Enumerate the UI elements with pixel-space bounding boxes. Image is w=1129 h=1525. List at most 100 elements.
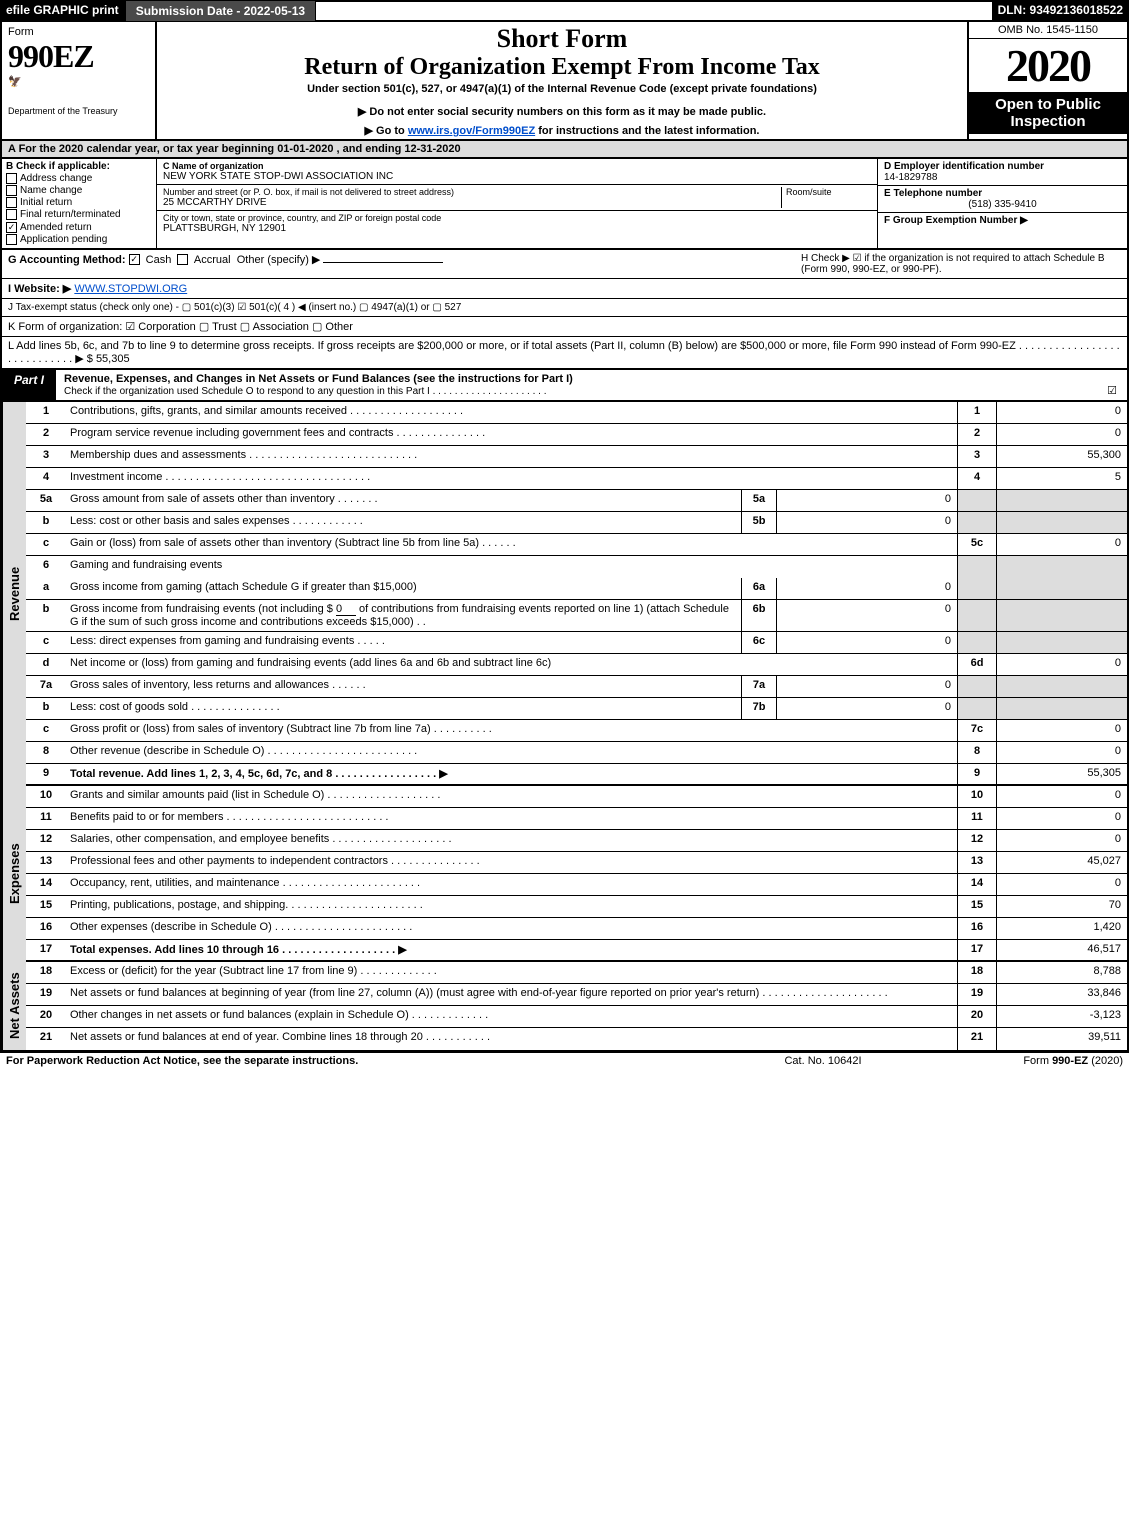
part1-label: Part I [2, 370, 56, 400]
row-4: 4Investment income . . . . . . . . . . .… [26, 468, 1127, 490]
row-19: 19Net assets or fund balances at beginni… [26, 984, 1127, 1006]
website-link[interactable]: WWW.STOPDWI.ORG [74, 283, 187, 295]
row-21: 21Net assets or fund balances at end of … [26, 1028, 1127, 1050]
chk-amended-return[interactable]: ✓Amended return [6, 222, 152, 233]
row-8: 8Other revenue (describe in Schedule O) … [26, 742, 1127, 764]
chk-accrual[interactable] [177, 254, 188, 265]
l-amount: 55,305 [96, 353, 130, 365]
street-label: Number and street (or P. O. box, if mail… [163, 187, 781, 197]
chk-cash[interactable]: ✓ [129, 254, 140, 265]
form-prefix: Form [8, 26, 149, 38]
footer-center: Cat. No. 10642I [723, 1055, 923, 1067]
city-cell: City or town, state or province, country… [157, 211, 877, 236]
row-12: 12Salaries, other compensation, and empl… [26, 830, 1127, 852]
row-5a: 5aGross amount from sale of assets other… [26, 490, 1127, 512]
row-6b: bGross income from fundraising events (n… [26, 600, 1127, 632]
header-left: Form 990EZ 🦅 Department of the Treasury [2, 22, 157, 139]
line-l: L Add lines 5b, 6c, and 7b to line 9 to … [0, 337, 1129, 370]
org-name-cell: C Name of organization NEW YORK STATE ST… [157, 159, 877, 185]
ein-cell: D Employer identification number 14-1829… [878, 159, 1127, 186]
row-9: 9Total revenue. Add lines 1, 2, 3, 4, 5c… [26, 764, 1127, 786]
d-label: D Employer identification number [884, 161, 1121, 172]
side-netassets: Net Assets [2, 962, 26, 1050]
row-2: 2Program service revenue including gover… [26, 424, 1127, 446]
phone-cell: E Telephone number (518) 335-9410 [878, 186, 1127, 213]
g-label: G Accounting Method: [8, 254, 126, 266]
line-h: H Check ▶ ☑ if the organization is not r… [801, 253, 1121, 275]
page-footer: For Paperwork Reduction Act Notice, see … [0, 1052, 1129, 1069]
c-label: C Name of organization [163, 161, 871, 171]
chk-initial-return[interactable]: Initial return [6, 197, 152, 208]
chk-final-return[interactable]: Final return/terminated [6, 209, 152, 220]
row-20: 20Other changes in net assets or fund ba… [26, 1006, 1127, 1028]
row-5c: cGain or (loss) from sale of assets othe… [26, 534, 1127, 556]
row-7b: bLess: cost of goods sold . . . . . . . … [26, 698, 1127, 720]
ssn-warning: ▶ Do not enter social security numbers o… [163, 105, 961, 118]
header-right: OMB No. 1545-1150 2020 Open to Public In… [967, 22, 1127, 139]
box-c: C Name of organization NEW YORK STATE ST… [157, 159, 877, 248]
row-11: 11Benefits paid to or for members . . . … [26, 808, 1127, 830]
short-form-title: Short Form [163, 24, 961, 54]
city-label: City or town, state or province, country… [163, 213, 871, 223]
line-g: G Accounting Method: ✓ Cash Accrual Othe… [8, 253, 801, 275]
part1-check[interactable]: ☑ [1097, 370, 1127, 400]
chk-application-pending[interactable]: Application pending [6, 234, 152, 245]
group-exempt-cell: F Group Exemption Number ▶ [878, 213, 1127, 228]
box-b-title: B Check if applicable: [6, 161, 152, 172]
dln-label: DLN: 93492136018522 [992, 0, 1129, 22]
topbar-gap [316, 0, 991, 22]
chk-name-change[interactable]: Name change [6, 185, 152, 196]
footer-right: Form 990-EZ (2020) [923, 1055, 1123, 1067]
form-number: 990EZ [8, 38, 149, 75]
l-text: L Add lines 5b, 6c, and 7b to line 9 to … [8, 340, 1120, 365]
line-g-h: G Accounting Method: ✓ Cash Accrual Othe… [0, 250, 1129, 279]
row-1: 1Contributions, gifts, grants, and simil… [26, 402, 1127, 424]
box-def: D Employer identification number 14-1829… [877, 159, 1127, 248]
part1-title: Revenue, Expenses, and Changes in Net As… [56, 370, 1097, 400]
row-17: 17Total expenses. Add lines 10 through 1… [26, 940, 1127, 962]
tax-year: 2020 [969, 39, 1127, 92]
row-14: 14Occupancy, rent, utilities, and mainte… [26, 874, 1127, 896]
header-center: Short Form Return of Organization Exempt… [157, 22, 967, 139]
line-i: I Website: ▶ WWW.STOPDWI.ORG [0, 279, 1129, 299]
row-6: 6Gaming and fundraising events [26, 556, 1127, 578]
goto-post: for instructions and the latest informat… [535, 125, 759, 137]
org-name: NEW YORK STATE STOP-DWI ASSOCIATION INC [163, 171, 871, 182]
street-cell: Number and street (or P. O. box, if mail… [157, 185, 877, 211]
box-b: B Check if applicable: Address change Na… [2, 159, 157, 248]
goto-line: ▶ Go to www.irs.gov/Form990EZ for instru… [163, 124, 961, 137]
row-13: 13Professional fees and other payments t… [26, 852, 1127, 874]
part1-table: Revenue 1Contributions, gifts, grants, a… [0, 402, 1129, 1052]
line-k: K Form of organization: ☑ Corporation ▢ … [0, 317, 1129, 337]
goto-pre: ▶ Go to [365, 125, 408, 137]
chk-address-change[interactable]: Address change [6, 173, 152, 184]
irs-link[interactable]: www.irs.gov/Form990EZ [408, 125, 535, 137]
row-15: 15Printing, publications, postage, and s… [26, 896, 1127, 918]
dept-label: Department of the Treasury [8, 106, 149, 116]
side-expenses: Expenses [2, 786, 26, 962]
line-j: J Tax-exempt status (check only one) - ▢… [0, 299, 1129, 317]
row-7c: cGross profit or (loss) from sales of in… [26, 720, 1127, 742]
submission-date: Submission Date - 2022-05-13 [125, 0, 316, 22]
seal-icon: 🦅 [8, 75, 149, 88]
f-label: F Group Exemption Number ▶ [884, 215, 1028, 226]
part1-header: Part I Revenue, Expenses, and Changes in… [0, 370, 1129, 402]
row-5b: bLess: cost or other basis and sales exp… [26, 512, 1127, 534]
info-grid: B Check if applicable: Address change Na… [0, 159, 1129, 250]
row-6c: cLess: direct expenses from gaming and f… [26, 632, 1127, 654]
other-method-input[interactable] [323, 262, 443, 263]
row-7a: 7aGross sales of inventory, less returns… [26, 676, 1127, 698]
ein-value: 14-1829788 [884, 172, 1121, 183]
top-bar: efile GRAPHIC print Submission Date - 20… [0, 0, 1129, 22]
row-18: 18Excess or (deficit) for the year (Subt… [26, 962, 1127, 984]
omb-number: OMB No. 1545-1150 [969, 22, 1127, 39]
street-value: 25 MCCARTHY DRIVE [163, 197, 781, 208]
efile-label[interactable]: efile GRAPHIC print [0, 0, 125, 22]
room-label: Room/suite [781, 187, 871, 208]
e-label: E Telephone number [884, 188, 1121, 199]
city-value: PLATTSBURGH, NY 12901 [163, 223, 871, 234]
open-to-public: Open to Public Inspection [969, 92, 1127, 134]
i-label: I Website: ▶ [8, 283, 71, 295]
phone-value: (518) 335-9410 [884, 199, 1121, 210]
form-header: Form 990EZ 🦅 Department of the Treasury … [0, 22, 1129, 141]
